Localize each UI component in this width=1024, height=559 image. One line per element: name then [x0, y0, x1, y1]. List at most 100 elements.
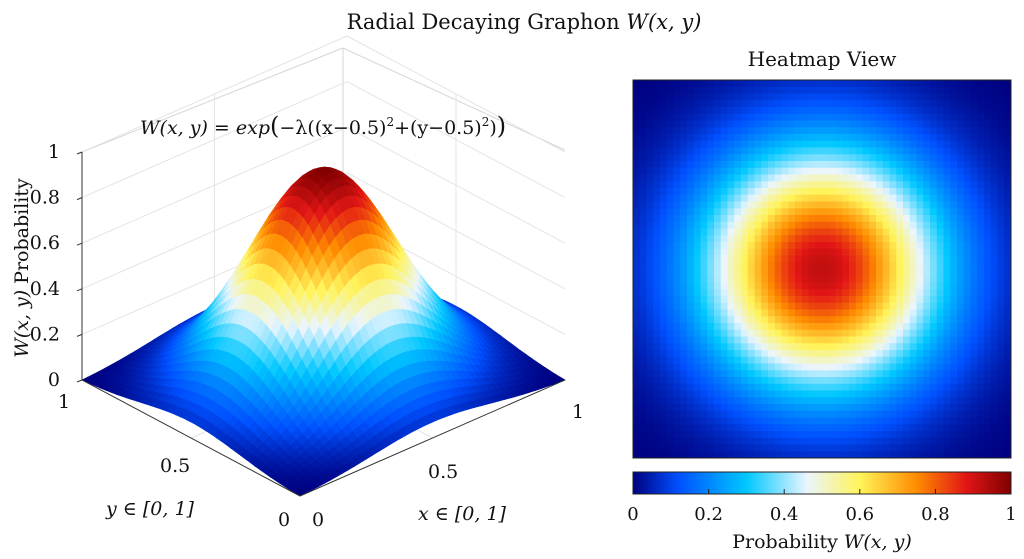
heatmap-cell — [828, 208, 837, 216]
heatmap-cell — [754, 221, 762, 230]
heatmap-cell — [916, 269, 924, 277]
heatmap-cell — [984, 161, 992, 169]
heatmap-cell — [977, 201, 985, 209]
heatmap-cell — [876, 282, 884, 290]
heatmap-cell — [666, 431, 675, 439]
heatmap-cell — [936, 86, 945, 95]
heatmap-cell — [781, 437, 789, 446]
heatmap-cell — [754, 167, 762, 176]
heatmap-cell — [943, 221, 951, 230]
heatmap-cell — [761, 302, 769, 311]
heatmap-cell — [741, 356, 749, 365]
heatmap-cell — [990, 181, 999, 189]
heatmap-cell — [903, 208, 911, 216]
heatmap-cell — [768, 370, 776, 378]
heatmap-cell — [646, 356, 654, 365]
heatmap-cell — [903, 201, 911, 209]
heatmap-cell — [896, 323, 904, 331]
heatmap-cell — [707, 147, 715, 155]
heatmap-cell — [943, 356, 951, 365]
heatmap-cell — [950, 127, 958, 135]
heatmap-cell — [768, 282, 776, 290]
heatmap-cell — [984, 167, 992, 176]
heatmap-cell — [808, 370, 816, 378]
heatmap-cell — [822, 248, 830, 257]
heatmap-cell — [909, 194, 918, 203]
heatmap-cell — [734, 194, 742, 203]
heatmap-cell — [828, 417, 837, 425]
heatmap-cell — [882, 113, 891, 122]
heatmap-cell — [734, 336, 742, 344]
heatmap-cell — [923, 397, 931, 405]
heatmap-cell — [862, 377, 870, 385]
heatmap-cell — [700, 201, 708, 209]
heatmap-cell — [700, 282, 708, 290]
heatmap-cell — [781, 86, 789, 95]
heatmap-cell — [984, 336, 992, 344]
heatmap-cell — [903, 86, 911, 95]
heatmap-cell — [957, 134, 965, 142]
heatmap-cell — [741, 350, 749, 358]
heatmap-cell — [862, 201, 870, 209]
heatmap-cell — [822, 221, 830, 230]
heatmap-cell — [909, 404, 918, 412]
heatmap-cell — [673, 93, 681, 101]
heatmap-cell — [801, 336, 810, 344]
heatmap-cell — [869, 100, 877, 108]
heatmap-cell — [936, 167, 945, 176]
heatmap-cell — [666, 221, 675, 230]
heatmap-cell — [828, 242, 837, 250]
heatmap-cell — [633, 329, 641, 338]
heatmap-cell — [984, 107, 992, 115]
heatmap-cell — [936, 147, 945, 155]
heatmap-cell — [977, 275, 985, 284]
heatmap-cell — [930, 154, 938, 162]
heatmap-cell — [761, 451, 769, 458]
heatmap-cell — [862, 282, 870, 290]
heatmap-cell — [795, 424, 803, 432]
heatmap-cell — [936, 248, 945, 257]
heatmap-cell — [849, 404, 857, 412]
heatmap-cell — [734, 431, 742, 439]
heatmap-cell — [754, 194, 762, 203]
heatmap-cell — [720, 93, 729, 101]
heatmap-cell — [687, 188, 695, 196]
heatmap-cell — [700, 215, 708, 223]
heatmap-cell — [727, 269, 735, 277]
heatmap-cell — [747, 181, 756, 189]
heatmap-cell — [842, 390, 850, 398]
heatmap-cell — [963, 147, 972, 155]
heatmap-cell — [984, 86, 992, 95]
heatmap-cell — [835, 147, 843, 155]
heatmap-cell — [923, 363, 931, 371]
heatmap-cell — [781, 329, 789, 338]
heatmap-cell — [666, 302, 675, 311]
heatmap-cell — [687, 370, 695, 378]
heatmap-cell — [990, 208, 999, 216]
heatmap-cell — [984, 113, 992, 122]
heatmap-cell — [984, 262, 992, 270]
heatmap-cell — [957, 242, 965, 250]
heatmap-cell — [781, 289, 789, 297]
heatmap-cell — [916, 134, 924, 142]
heatmap-cell — [990, 289, 999, 297]
heatmap-cell — [963, 316, 972, 324]
heatmap-cell — [963, 215, 972, 223]
heatmap-cell — [633, 417, 641, 425]
heatmap-cell — [795, 410, 803, 419]
heatmap-cell — [741, 329, 749, 338]
heatmap-cell — [633, 140, 641, 149]
heatmap-cell — [714, 194, 722, 203]
heatmap-cell — [680, 275, 688, 284]
heatmap-cell — [855, 397, 864, 405]
heatmap-cell — [720, 107, 729, 115]
heatmap-cell — [788, 356, 796, 365]
heatmap-cell — [828, 134, 837, 142]
heatmap-cell — [842, 154, 850, 162]
heatmap-cell — [734, 309, 742, 317]
heatmap-cell — [720, 188, 729, 196]
heatmap-cell — [795, 113, 803, 122]
heatmap-cell — [693, 127, 702, 135]
heatmap-cell — [680, 302, 688, 311]
heatmap-cell — [795, 188, 803, 196]
